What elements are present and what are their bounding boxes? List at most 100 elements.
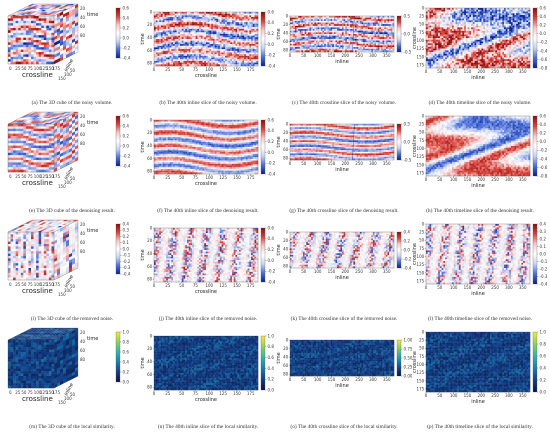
crossline-slice-image (290, 340, 395, 377)
cube-time-label: time (87, 336, 98, 342)
cube-time-tick: 20 (80, 222, 86, 227)
cube-crossline-tick: 0 (9, 390, 12, 395)
cube-time-label: time (87, 12, 98, 18)
cube-colorbar-tick-label: -0.4 (123, 55, 131, 60)
inline-colorbar-tick-label: 0.6 (268, 225, 275, 230)
panel-timeline-row3: 0 50 100 150 200 250 300 350 0 25 50 75 100 125 150 175… (412, 218, 548, 326)
inline-colorbar-tick-label: 0.8 (268, 344, 275, 349)
timeline-slice-image (426, 116, 531, 177)
timeline-slice-ytick-label: 125 (417, 370, 425, 375)
inline-slice-ytick-label: 40 (147, 359, 153, 364)
cube-time-tick: 80 (80, 33, 86, 38)
timeline-slice-xtick-label: 300 (505, 177, 513, 182)
crossline-colorbar-tick-label: -0.5 (404, 49, 412, 54)
timeline-colorbar (532, 7, 538, 69)
timeline-colorbar-tick-label: -0.4 (540, 156, 548, 161)
timeline-colorbar-tick-label: 0.0 (540, 389, 547, 394)
inline-slice-ytick-label: 60 (147, 156, 153, 161)
crossline-colorbar (396, 231, 402, 269)
crossline-figure: 0 50 100 150 200 250 300 350 0 20 40 60 80 inline time… (276, 229, 412, 281)
cube-inline-tick: 50 (70, 284, 76, 289)
inline-colorbar-tick-label: 0.0 (268, 150, 275, 155)
crossline-caption: (o) The 40th crossline slice of the loca… (276, 424, 412, 430)
crossline-slice-ytick-label: 80 (283, 156, 289, 161)
timeline-slice-xtick-label: 0 (425, 285, 428, 290)
cube-crossline-tick: 75 (28, 282, 34, 287)
inline-slice-xtick-label: 50 (179, 67, 185, 72)
timeline-colorbar-tick-label: -0.3 (540, 274, 548, 279)
crossline-slice-xtick-label: 50 (301, 269, 307, 274)
timeline-slice-ytick-label: 100 (417, 254, 425, 259)
inline-slice-xtick-label: 50 (179, 175, 185, 180)
cube-crossline-tick: 150 (46, 66, 54, 71)
inline-slice-ytick-label: 80 (147, 277, 153, 282)
timeline-slice-ytick-label: 50 (419, 346, 425, 351)
timeline-slice-xtick-label: 50 (437, 69, 443, 74)
timeline-slice-ytick-label: 150 (417, 270, 425, 275)
crossline-slice-ytick-label: 80 (283, 48, 289, 53)
inline-slice-ytick-label: 20 (147, 22, 153, 27)
inline-slice-xlabel: crossline (195, 397, 217, 403)
timeline-slice-xtick-label: 100 (450, 177, 458, 182)
timeline-slice-ytick-label: 25 (419, 230, 425, 235)
crossline-slice-xlabel: inline (335, 275, 349, 281)
timeline-colorbar-tick-label: 0.6 (540, 353, 547, 358)
inline-slice-ytick-label: 0 (150, 333, 153, 338)
timeline-slice-ytick-label: 25 (419, 338, 425, 343)
timeline-slice-xtick-label: 200 (477, 393, 485, 398)
timeline-slice-xtick-label: 200 (477, 285, 485, 290)
timeline-slice-xtick-label: 50 (437, 393, 443, 398)
timeline-slice-ytick-label: 25 (419, 14, 425, 19)
cube-crossline-tick: 175 (52, 66, 60, 71)
cube-inline-tick: 100 (64, 288, 72, 293)
inline-slice-ytick-label: 80 (147, 385, 153, 390)
timeline-caption: (p) The 40th timeline slice of the local… (412, 424, 548, 430)
cube-side-face (54, 220, 78, 281)
timeline-colorbar-tick-label: -0.4 (540, 48, 548, 53)
figure-grid: 20 40 60 80 time 150 100 50 inline 0 25 50 75 100 125 1… (4, 2, 548, 434)
timeline-slice-xtick-label: 0 (425, 69, 428, 74)
panel-inline-row1: 0 25 50 75 100 125 150 175 0 20 40 60 80 crossline tim… (140, 2, 276, 110)
cube-time-tick: 80 (80, 357, 86, 362)
panel-timeline-row2: 0 50 100 150 200 250 300 350 0 25 50 75 100 125 150 175… (412, 110, 548, 218)
crossline-slice-image (290, 124, 395, 161)
cube-crossline-tick: 50 (21, 282, 27, 287)
cube-inline-label: inline (63, 166, 75, 181)
panel-crossline-row2: 0 50 100 150 200 250 300 350 0 20 40 60 80 inline time… (276, 110, 412, 218)
crossline-slice-xtick-label: 250 (355, 269, 363, 274)
timeline-slice-xtick-label: 150 (464, 393, 472, 398)
inline-slice-xtick-label: 150 (233, 283, 241, 288)
timeline-slice-ytick-label: 25 (419, 122, 425, 127)
inline-slice-ylabel: time (140, 249, 146, 260)
timeline-colorbar-tick-label: 0.2 (540, 377, 547, 382)
timeline-slice-xtick-label: 300 (505, 69, 513, 74)
timeline-slice-xtick-label: 200 (477, 69, 485, 74)
crossline-slice-ytick-label: 40 (283, 247, 289, 252)
cube-caption: (m) The 3D cube of the local similarity. (4, 424, 140, 430)
crossline-slice-ytick-label: 80 (283, 264, 289, 269)
crossline-colorbar-tick-label: -0.5 (404, 157, 412, 162)
cube-inline-tick: 100 (64, 72, 72, 77)
crossline-slice-xtick-label: 50 (301, 377, 307, 382)
inline-slice-xtick-label: 75 (193, 283, 199, 288)
crossline-slice-xtick-label: 200 (341, 377, 349, 382)
inline-caption: (b) The 40th inline slice of the noisy v… (140, 100, 276, 106)
timeline-slice-ytick-label: 0 (422, 113, 425, 118)
crossline-slice-xtick-label: 150 (328, 161, 336, 166)
cube-crossline-tick: 0 (9, 174, 12, 179)
crossline-slice-xtick-label: 300 (369, 161, 377, 166)
timeline-slice-xtick-label: 0 (425, 177, 428, 182)
inline-colorbar (260, 227, 266, 283)
inline-slice-xtick-label: 75 (193, 175, 199, 180)
crossline-slice-xtick-label: 50 (301, 53, 307, 58)
cube-colorbar (115, 223, 121, 275)
cube-colorbar-tick-label: -0.2 (123, 259, 131, 264)
timeline-slice-xtick-label: 150 (464, 177, 472, 182)
cube-colorbar-tick-label: -0.2 (123, 45, 131, 50)
crossline-slice-xtick-label: 350 (383, 53, 391, 58)
timeline-slice-xtick-label: 50 (437, 177, 443, 182)
crossline-colorbar-tick-label: 0.5 (404, 121, 411, 126)
timeline-slice-xtick-label: 350 (519, 285, 527, 290)
inline-slice-image (154, 228, 259, 283)
